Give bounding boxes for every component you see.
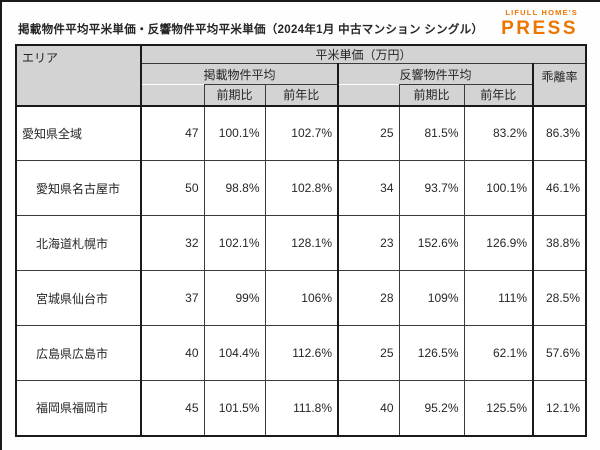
table-row: 宮城県仙台市 37 99% 106% 28 109% 111% 28.5%: [15, 270, 587, 326]
listed-avg-value: 40: [140, 325, 205, 381]
response-prev-year-value: 100.1%: [463, 160, 534, 216]
figure-title: 掲載物件平均平米単価・反響物件平均平米単価（2024年1月 中古マンション シン…: [18, 24, 484, 36]
listed-prev-year-header: 前年比: [264, 84, 339, 106]
response-prev-period-value: 93.7%: [398, 160, 465, 216]
divergence-rate-value: 86.3%: [532, 104, 587, 161]
response-prev-year-header: 前年比: [463, 84, 534, 106]
listed-prev-period-value: 101.5%: [203, 380, 266, 436]
listed-avg-value: 32: [140, 215, 205, 271]
divergence-rate-value: 57.6%: [532, 325, 587, 381]
response-prev-year-value: 111%: [463, 270, 534, 326]
response-prev-period-value: 126.5%: [398, 325, 465, 381]
listed-prev-year-value: 128.1%: [264, 215, 339, 271]
listed-avg-subheader-spacer: [140, 84, 205, 106]
divergence-rate-value: 28.5%: [532, 270, 587, 326]
area-cell: 愛知県全域: [15, 104, 142, 161]
listed-avg-value: 45: [140, 380, 205, 436]
listed-prev-period-header: 前期比: [203, 84, 266, 106]
response-prev-period-value: 95.2%: [398, 380, 465, 436]
area-cell: 北海道札幌市: [15, 215, 142, 271]
unit-price-header: 平米単価（万円）: [140, 44, 587, 64]
response-avg-value: 25: [337, 325, 400, 381]
header-row-1: エリア 平米単価（万円）: [15, 44, 587, 106]
area-header-cell: エリア: [15, 44, 142, 106]
table-row: 広島県広島市 40 104.4% 112.6% 25 126.5% 62.1% …: [15, 325, 587, 381]
area-cell: 愛知県名古屋市: [15, 160, 142, 216]
response-prev-period-header: 前期比: [398, 84, 465, 106]
listed-avg-value: 37: [140, 270, 205, 326]
divergence-rate-value: 38.8%: [532, 215, 587, 271]
response-avg-subheader-spacer: [337, 84, 400, 106]
response-prev-period-value: 81.5%: [398, 104, 465, 161]
table-row: 愛知県全域 47 100.1% 102.7% 25 81.5% 83.2% 86…: [15, 104, 587, 161]
table-row: 北海道札幌市 32 102.1% 128.1% 23 152.6% 126.9%…: [15, 215, 587, 271]
listed-avg-group-header: 掲載物件平均: [140, 63, 339, 85]
area-cell: 広島県広島市: [15, 325, 142, 381]
logo-brand-text: LIFULL HOME'S: [505, 8, 578, 17]
press-logo: LIFULL HOME'S PRESS: [501, 9, 578, 38]
response-prev-year-value: 126.9%: [463, 215, 534, 271]
response-avg-value: 28: [337, 270, 400, 326]
table-row: 福岡県福岡市 45 101.5% 111.8% 40 95.2% 125.5% …: [15, 380, 587, 436]
listed-prev-period-value: 102.1%: [203, 215, 266, 271]
listed-prev-period-value: 98.8%: [203, 160, 266, 216]
response-prev-period-value: 109%: [398, 270, 465, 326]
divergence-rate-value: 46.1%: [532, 160, 587, 216]
area-cell: 福岡県福岡市: [15, 380, 142, 436]
listed-prev-year-value: 111.8%: [264, 380, 339, 436]
listed-avg-value: 50: [140, 160, 205, 216]
table-row: 愛知県名古屋市 50 98.8% 102.8% 34 93.7% 100.1% …: [15, 160, 587, 216]
listed-prev-year-value: 106%: [264, 270, 339, 326]
response-avg-value: 40: [337, 380, 400, 436]
logo-press-text: PRESS: [501, 17, 578, 39]
listed-prev-year-value: 102.8%: [264, 160, 339, 216]
data-table: エリア 平米単価（万円） 掲載物件平均 反響物件平均 乖離率 前期比 前年比 前…: [15, 44, 587, 437]
header-row-3: 前期比 前年比 前期比 前年比: [16, 84, 586, 106]
response-prev-year-value: 83.2%: [463, 104, 534, 161]
header-row-2: 掲載物件平均 反響物件平均 乖離率: [16, 63, 587, 106]
listed-prev-period-value: 99%: [203, 270, 266, 326]
response-avg-value: 23: [337, 215, 400, 271]
response-avg-value: 34: [337, 160, 400, 216]
area-cell: 宮城県仙台市: [15, 270, 142, 326]
listed-avg-value: 47: [140, 104, 205, 161]
listed-prev-period-value: 104.4%: [203, 325, 266, 381]
listed-prev-period-value: 100.1%: [203, 104, 266, 161]
listed-prev-year-value: 112.6%: [264, 325, 339, 381]
response-prev-period-value: 152.6%: [398, 215, 465, 271]
response-prev-year-value: 62.1%: [463, 325, 534, 381]
response-prev-year-value: 125.5%: [463, 380, 534, 436]
divergence-rate-header: 乖離率: [532, 63, 587, 106]
response-avg-value: 25: [337, 104, 400, 161]
divergence-rate-value: 12.1%: [532, 380, 587, 436]
response-avg-group-header: 反響物件平均: [337, 63, 534, 85]
listed-prev-year-value: 102.7%: [264, 104, 339, 161]
